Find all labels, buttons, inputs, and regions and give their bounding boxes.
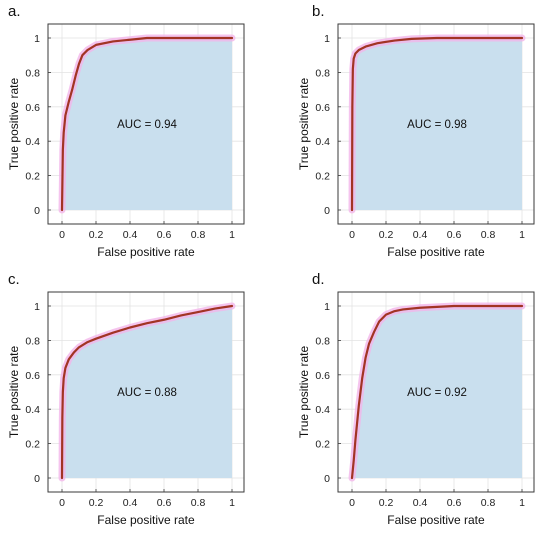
x-tick-label: 0.6 — [447, 229, 462, 241]
plot-frame — [47, 23, 245, 225]
x-tick-label: 1 — [519, 497, 525, 509]
auc-area — [62, 38, 232, 210]
x-axis-label: False positive rate — [387, 513, 485, 527]
y-axis-label: True positive rate — [7, 78, 21, 171]
auc-annotation: AUC = 0.94 — [117, 119, 177, 131]
y-tick-label: 0.6 — [25, 102, 40, 114]
panel-letter: c. — [8, 271, 20, 288]
roc-curve-line — [350, 304, 524, 480]
x-tick-label: 0.6 — [157, 229, 172, 241]
y-tick-label: 0.4 — [315, 404, 330, 416]
x-tick-label: 0.4 — [123, 497, 138, 509]
y-tick-label: 0 — [324, 205, 330, 217]
x-tick-label: 0.2 — [379, 229, 394, 241]
y-tick-label: 0.2 — [315, 439, 330, 451]
y-tick-label: 0.6 — [25, 370, 40, 382]
plot-frame — [337, 291, 535, 493]
x-tick-label: 0.8 — [191, 229, 206, 241]
y-tick-label: 0.8 — [25, 335, 40, 347]
x-tick-label: 0.8 — [191, 497, 206, 509]
y-tick-label: 0.4 — [25, 136, 40, 148]
x-tick-label: 0.4 — [413, 229, 428, 241]
y-tick-label: 0.6 — [315, 370, 330, 382]
y-tick-label: 0.2 — [315, 171, 330, 183]
panel-d: 0 0.2 0.4 0.6 0.8 1 0 0.2 0.4 0.6 0.8 1 False positi… — [297, 271, 535, 527]
y-tick-label: 0.8 — [315, 335, 330, 347]
x-tick-label: 0.6 — [447, 497, 462, 509]
y-tick-label: 0.4 — [25, 404, 40, 416]
roc-curve-line — [60, 304, 234, 480]
y-tick-label: 1 — [324, 33, 330, 45]
auc-area — [352, 306, 522, 478]
x-tick-label: 0 — [59, 229, 65, 241]
x-tick-label: 0.2 — [379, 497, 394, 509]
x-tick-label: 0.2 — [89, 497, 104, 509]
x-tick-label: 0.6 — [157, 497, 172, 509]
panel-letter: b. — [312, 3, 325, 20]
x-tick-label: 0.4 — [413, 497, 428, 509]
x-tick-label: 0 — [59, 497, 65, 509]
plot-frame — [337, 23, 535, 225]
x-tick-label: 0.4 — [123, 229, 138, 241]
y-tick-label: 0 — [34, 205, 40, 217]
x-tick-label: 1 — [229, 497, 235, 509]
y-tick-label: 0.8 — [315, 67, 330, 79]
x-axis-label: False positive rate — [97, 513, 195, 527]
y-tick-label: 1 — [34, 301, 40, 313]
x-tick-label: 0.8 — [481, 497, 496, 509]
y-tick-label: 1 — [34, 33, 40, 45]
y-tick-label: 0.4 — [315, 136, 330, 148]
auc-area — [62, 306, 232, 478]
y-tick-label: 0.6 — [315, 102, 330, 114]
y-tick-label: 0 — [324, 473, 330, 485]
roc-curve-line — [60, 36, 234, 212]
auc-annotation: AUC = 0.88 — [117, 387, 177, 399]
x-tick-label: 0 — [349, 229, 355, 241]
auc-annotation: AUC = 0.98 — [407, 119, 467, 131]
panel-letter: d. — [312, 271, 325, 288]
x-tick-label: 0.8 — [481, 229, 496, 241]
panel-letter: a. — [8, 3, 21, 20]
y-tick-label: 0.2 — [25, 439, 40, 451]
y-axis-label: True positive rate — [7, 346, 21, 439]
x-tick-label: 0 — [349, 497, 355, 509]
x-axis-label: False positive rate — [387, 245, 485, 259]
auc-area — [352, 38, 522, 210]
panel-b: 0 0.2 0.4 0.6 0.8 1 0 0.2 0.4 0.6 0.8 1 False positi… — [297, 3, 535, 259]
x-tick-label: 1 — [519, 229, 525, 241]
y-axis-label: True positive rate — [297, 78, 311, 171]
auc-annotation: AUC = 0.92 — [407, 387, 467, 399]
x-tick-label: 1 — [229, 229, 235, 241]
y-tick-label: 1 — [324, 301, 330, 313]
y-tick-label: 0 — [34, 473, 40, 485]
panel-a: 0 0.2 0.4 0.6 0.8 1 0 0.2 0.4 0.6 0.8 1 False positi… — [7, 3, 245, 259]
y-axis-label: True positive rate — [297, 346, 311, 439]
x-axis-label: False positive rate — [97, 245, 195, 259]
y-tick-label: 0.2 — [25, 171, 40, 183]
x-tick-label: 0.2 — [89, 229, 104, 241]
panel-c: 0 0.2 0.4 0.6 0.8 1 0 0.2 0.4 0.6 0.8 1 False positi… — [7, 271, 245, 527]
y-tick-label: 0.8 — [25, 67, 40, 79]
roc-curve-line — [350, 36, 524, 212]
plot-frame — [47, 291, 245, 493]
